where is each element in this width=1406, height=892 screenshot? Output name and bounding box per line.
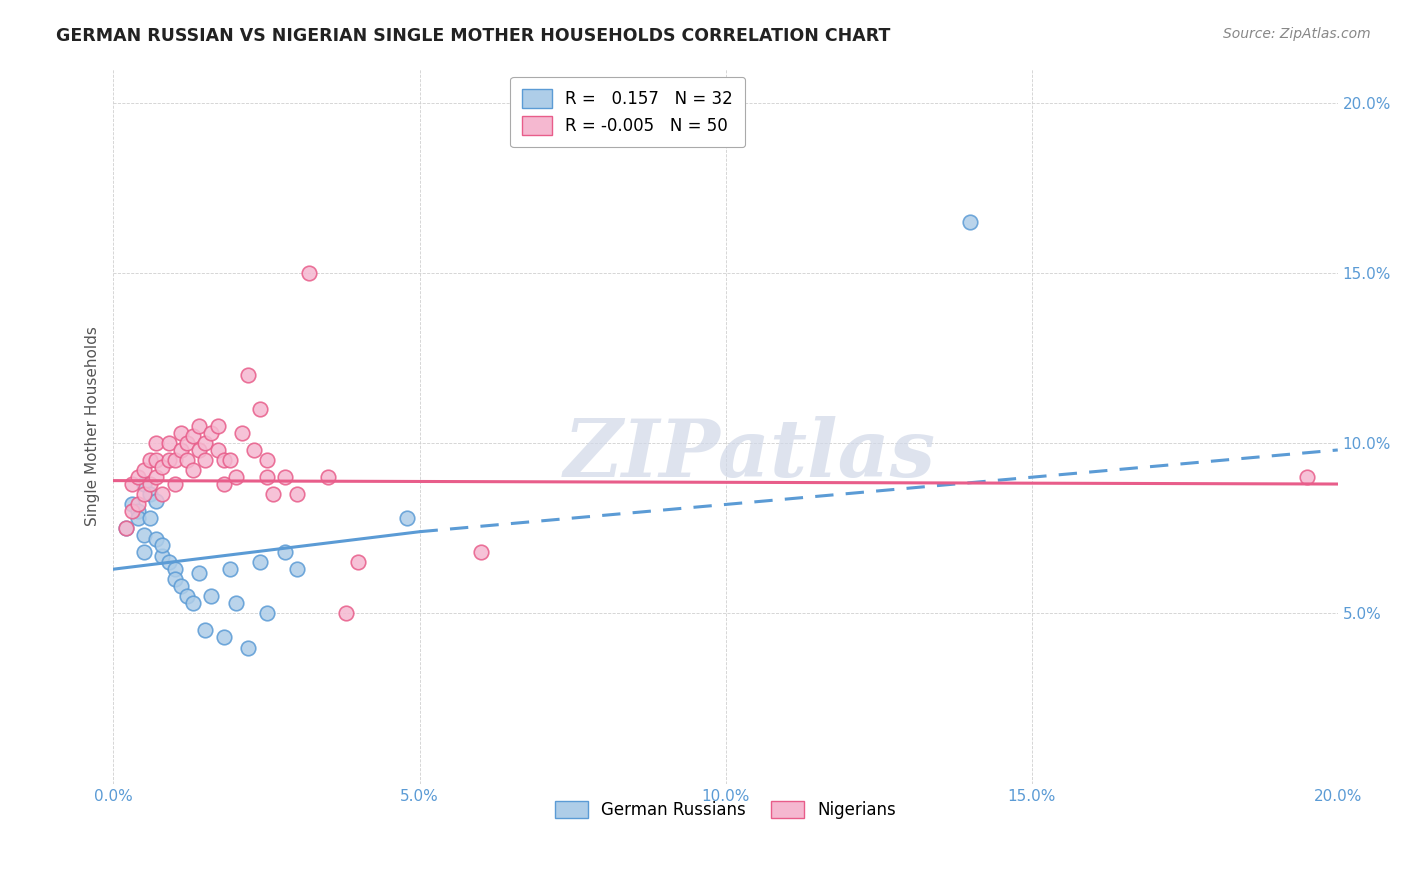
Point bbox=[121, 498, 143, 512]
Point bbox=[121, 477, 143, 491]
Point bbox=[114, 521, 136, 535]
Point bbox=[152, 538, 174, 552]
Point bbox=[207, 442, 229, 457]
Point bbox=[163, 453, 186, 467]
Point bbox=[176, 436, 198, 450]
Point bbox=[163, 573, 186, 587]
Point bbox=[212, 630, 235, 644]
Point bbox=[132, 477, 155, 491]
Point bbox=[170, 425, 193, 440]
Point bbox=[176, 590, 198, 604]
Point bbox=[163, 477, 186, 491]
Point bbox=[316, 470, 339, 484]
Point bbox=[170, 579, 193, 593]
Point bbox=[218, 562, 240, 576]
Point bbox=[152, 487, 174, 501]
Point bbox=[132, 545, 155, 559]
Point bbox=[225, 596, 247, 610]
Point bbox=[238, 640, 260, 655]
Point bbox=[163, 562, 186, 576]
Point bbox=[470, 545, 492, 559]
Point bbox=[188, 566, 211, 580]
Point bbox=[145, 470, 167, 484]
Point bbox=[145, 453, 167, 467]
Point bbox=[200, 425, 222, 440]
Point bbox=[249, 402, 271, 417]
Point bbox=[139, 511, 162, 525]
Point bbox=[127, 498, 149, 512]
Point bbox=[243, 442, 266, 457]
Point bbox=[188, 442, 211, 457]
Point bbox=[335, 607, 357, 621]
Point bbox=[249, 555, 271, 569]
Point bbox=[176, 453, 198, 467]
Text: GERMAN RUSSIAN VS NIGERIAN SINGLE MOTHER HOUSEHOLDS CORRELATION CHART: GERMAN RUSSIAN VS NIGERIAN SINGLE MOTHER… bbox=[56, 27, 890, 45]
Text: ZIPatlas: ZIPatlas bbox=[564, 416, 936, 493]
Point bbox=[262, 487, 284, 501]
Point bbox=[212, 477, 235, 491]
Point bbox=[139, 477, 162, 491]
Point bbox=[396, 511, 419, 525]
Point bbox=[285, 562, 308, 576]
Point bbox=[194, 624, 217, 638]
Point bbox=[347, 555, 370, 569]
Point bbox=[274, 545, 297, 559]
Point bbox=[188, 419, 211, 434]
Point bbox=[285, 487, 308, 501]
Point bbox=[181, 463, 204, 477]
Point bbox=[231, 425, 253, 440]
Point bbox=[132, 463, 155, 477]
Point bbox=[157, 453, 180, 467]
Point bbox=[207, 419, 229, 434]
Point bbox=[121, 504, 143, 518]
Point bbox=[238, 368, 260, 382]
Text: Source: ZipAtlas.com: Source: ZipAtlas.com bbox=[1223, 27, 1371, 41]
Point bbox=[132, 487, 155, 501]
Point bbox=[225, 470, 247, 484]
Point bbox=[152, 460, 174, 475]
Point bbox=[298, 266, 321, 280]
Point bbox=[256, 453, 278, 467]
Point bbox=[200, 590, 222, 604]
Point bbox=[157, 436, 180, 450]
Legend: German Russians, Nigerians: German Russians, Nigerians bbox=[548, 794, 903, 825]
Point bbox=[194, 436, 217, 450]
Point bbox=[145, 494, 167, 508]
Point bbox=[157, 555, 180, 569]
Point bbox=[256, 607, 278, 621]
Point bbox=[274, 470, 297, 484]
Point bbox=[194, 453, 217, 467]
Point bbox=[127, 470, 149, 484]
Point bbox=[132, 528, 155, 542]
Point bbox=[218, 453, 240, 467]
Point bbox=[139, 453, 162, 467]
Y-axis label: Single Mother Households: Single Mother Households bbox=[86, 326, 100, 526]
Point bbox=[959, 215, 981, 229]
Point bbox=[256, 470, 278, 484]
Point bbox=[127, 504, 149, 518]
Point bbox=[181, 429, 204, 443]
Point bbox=[212, 453, 235, 467]
Point bbox=[127, 511, 149, 525]
Point bbox=[1296, 470, 1319, 484]
Point bbox=[145, 436, 167, 450]
Point bbox=[152, 549, 174, 563]
Point bbox=[181, 596, 204, 610]
Point bbox=[114, 521, 136, 535]
Point bbox=[145, 532, 167, 546]
Point bbox=[139, 487, 162, 501]
Point bbox=[170, 442, 193, 457]
